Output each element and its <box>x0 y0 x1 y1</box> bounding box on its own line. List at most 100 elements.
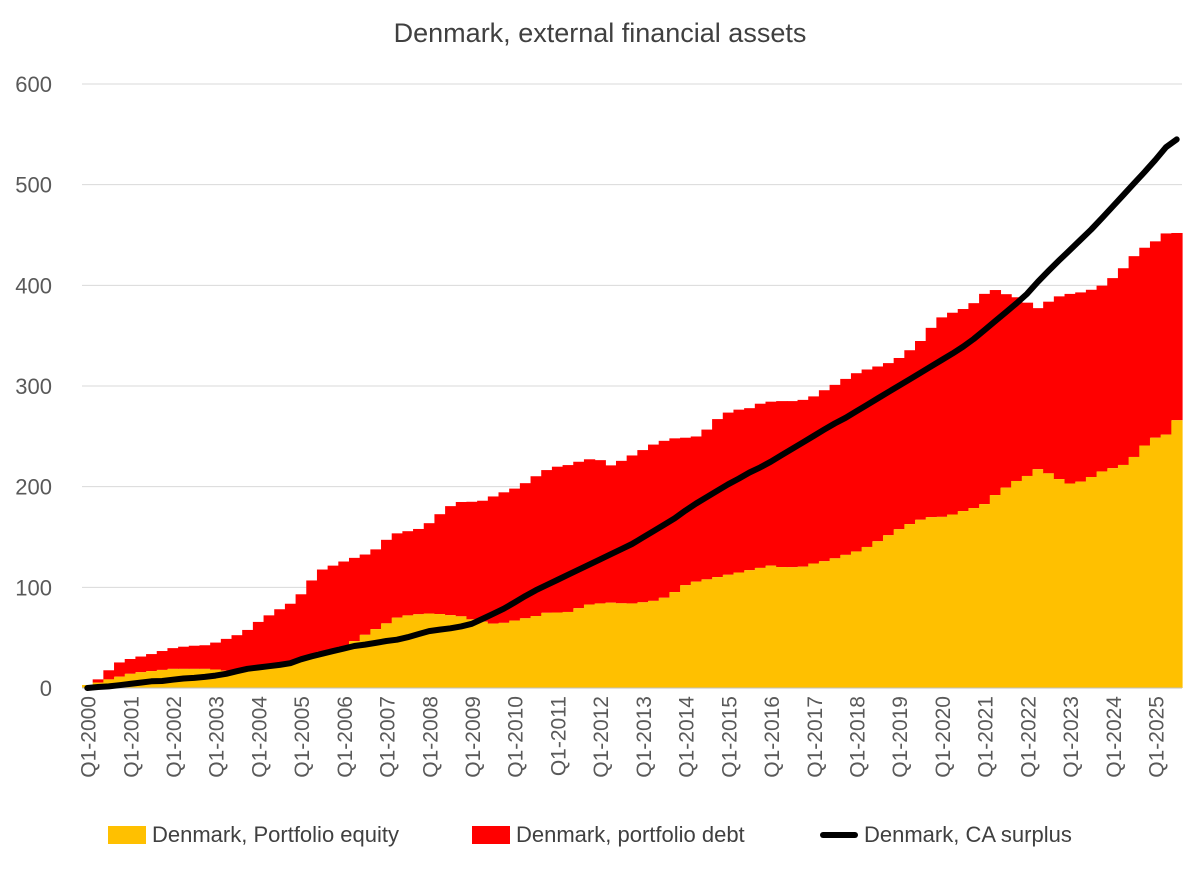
legend-item-ca: Denmark, CA surplus <box>820 822 1072 848</box>
debt-bar <box>167 648 179 669</box>
equity-bar <box>861 546 873 688</box>
x-tick-label: Q1-2004 <box>248 696 271 778</box>
equity-bar <box>1096 471 1108 688</box>
debt-bar <box>1064 293 1076 484</box>
debt-bar <box>1011 297 1023 481</box>
equity-bar <box>744 570 756 688</box>
legend-label-equity: Denmark, Portfolio equity <box>152 822 399 847</box>
debt-bar <box>124 659 136 674</box>
equity-bar <box>690 581 703 688</box>
debt-bar <box>1032 308 1044 470</box>
legend: Denmark, Portfolio equity Denmark, portf… <box>0 822 1200 856</box>
debt-bar <box>477 500 489 622</box>
equity-bar <box>648 600 660 688</box>
legend-swatch-ca <box>820 832 858 838</box>
equity-bar <box>220 670 233 688</box>
debt-bar <box>615 460 628 604</box>
debt-bar <box>242 629 254 670</box>
debt-bar <box>947 312 959 515</box>
debt-bar <box>754 403 767 568</box>
equity-bar <box>968 508 980 688</box>
x-tick-label: Q1-2008 <box>419 696 442 778</box>
y-tick-label: 100 <box>15 575 52 600</box>
x-tick-label: Q1-2002 <box>163 696 186 778</box>
debt-bar <box>583 459 596 605</box>
equity-bar <box>551 612 564 688</box>
debt-bar <box>135 656 147 673</box>
debt-bar <box>1043 301 1055 474</box>
equity-bar <box>348 641 361 688</box>
equity-bar <box>1117 464 1130 688</box>
equity-bar <box>904 524 916 688</box>
debt-bar <box>1053 296 1066 480</box>
equity-bar <box>637 602 649 688</box>
equity-bar <box>284 660 297 688</box>
debt-bar <box>808 396 820 564</box>
debt-bar <box>178 646 190 669</box>
debt-bar <box>263 615 275 667</box>
equity-bar <box>413 614 425 688</box>
equity-bar <box>445 615 457 688</box>
debt-bar <box>466 501 478 620</box>
equity-bar <box>808 563 820 688</box>
equity-bar <box>370 629 382 688</box>
debt-bar <box>188 645 201 669</box>
debt-bar <box>1128 256 1140 457</box>
x-tick-label: Q1-2005 <box>291 696 314 778</box>
debt-bar <box>327 565 339 650</box>
equity-bar <box>989 495 1002 688</box>
equity-bar <box>786 567 799 688</box>
debt-bar <box>605 465 617 603</box>
equity-bar <box>626 603 638 688</box>
equity-bar <box>562 611 574 688</box>
equity-bar <box>818 561 831 688</box>
equity-bar <box>359 634 371 688</box>
x-tick-label: Q1-2006 <box>334 696 357 778</box>
x-tick-label: Q1-2019 <box>889 696 912 778</box>
equity-bar <box>1053 479 1066 688</box>
debt-bar <box>722 412 735 575</box>
debt-bar <box>402 531 414 616</box>
equity-bar <box>754 567 767 688</box>
debt-bar <box>1160 233 1172 435</box>
equity-bar <box>487 623 500 688</box>
debt-bar <box>1085 289 1098 477</box>
debt-bar <box>551 466 564 613</box>
debt-bar <box>220 638 233 671</box>
equity-bar <box>1064 483 1076 688</box>
debt-bar <box>252 621 265 668</box>
equity-bar <box>658 597 670 688</box>
debt-bar <box>103 670 115 680</box>
debt-bar <box>1107 278 1119 469</box>
equity-bar <box>263 666 275 688</box>
equity-bar <box>295 658 307 688</box>
equity-bar <box>957 511 970 688</box>
equity-bar <box>509 620 521 688</box>
debt-bar <box>744 408 756 571</box>
debt-bar <box>284 603 297 661</box>
debt-bar <box>359 554 371 635</box>
debt-bar <box>541 470 553 613</box>
ca-surplus-line <box>84 136 1180 691</box>
x-tick-label: Q1-2016 <box>761 696 784 778</box>
debt-bar <box>1117 268 1130 465</box>
x-tick-label: Q1-2025 <box>1146 696 1169 778</box>
debt-bar <box>434 514 446 615</box>
x-tick-label: Q1-2018 <box>846 696 869 778</box>
equity-bar <box>797 566 809 688</box>
debt-bar <box>989 290 1002 496</box>
debt-bar <box>274 609 286 665</box>
debt-bar <box>316 569 329 652</box>
x-tick-label: Q1-2015 <box>718 696 741 778</box>
legend-label-ca: Denmark, CA surplus <box>864 822 1072 847</box>
debt-bar <box>968 303 980 509</box>
equity-bar <box>327 649 339 688</box>
equity-bar <box>947 514 959 688</box>
legend-item-debt: Denmark, portfolio debt <box>472 822 745 848</box>
debt-bar <box>455 501 468 617</box>
equity-bar <box>893 529 905 688</box>
debt-bar <box>872 366 884 542</box>
y-tick-label: 200 <box>15 475 52 500</box>
debt-bar <box>765 401 777 566</box>
equity-bar <box>274 664 286 688</box>
